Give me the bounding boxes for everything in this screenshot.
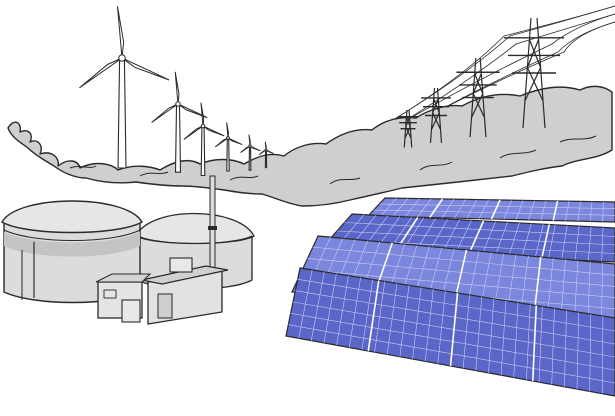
solar-module-separator: [552, 200, 559, 221]
turbine-tower: [264, 149, 268, 169]
building-door: [157, 293, 173, 319]
solar-panel-row: [285, 267, 615, 397]
turbine-blade: [226, 122, 229, 139]
turbine-blade: [116, 6, 125, 59]
wind-turbine-icon: [79, 6, 170, 169]
solar-module-separator: [429, 198, 444, 218]
solar-cell-gridline: [602, 201, 604, 222]
turbine-hub: [200, 123, 206, 129]
turbine-tower: [200, 125, 206, 177]
turbine-blade: [174, 71, 180, 105]
biogas-tank-rear-dome: [135, 212, 255, 245]
solar-cell-gridline: [417, 198, 432, 218]
tree-line-icon: [7, 85, 613, 207]
solar-cell-gridline: [380, 198, 397, 217]
turbine-blade: [227, 137, 243, 146]
turbine-blade: [79, 57, 123, 89]
turbine-blade: [240, 145, 251, 153]
solar-cell-gridline: [590, 201, 593, 222]
chimney-mast: [209, 175, 216, 273]
wind-turbine-icon: [258, 141, 274, 169]
solar-module-separator: [531, 305, 538, 382]
solar-module-separator: [490, 199, 501, 220]
turbine-blade: [214, 137, 229, 148]
solar-cell-gridline: [601, 262, 603, 319]
solar-module-separator: [367, 280, 380, 352]
wind-turbine-icon: [151, 71, 208, 173]
power-pylon-icon: [504, 17, 564, 129]
biogas-plant: [1, 175, 255, 325]
solar-cell-gridline: [520, 255, 529, 312]
solar-cell-gridline: [528, 200, 535, 220]
solar-module-separator: [467, 220, 485, 256]
side-container-roof: [95, 273, 152, 283]
solar-cell-gridline: [392, 198, 409, 217]
solar-cell-gridline: [547, 258, 554, 315]
turbine-tower: [174, 103, 182, 173]
turbine-blade: [183, 125, 204, 140]
power-pylon-icon: [397, 109, 419, 148]
solar-cell-gridline: [441, 199, 455, 218]
solar-cell-gridline: [587, 261, 591, 318]
turbine-blade: [177, 103, 208, 119]
power-pylons: [397, 17, 564, 148]
turbine-blade: [151, 103, 179, 123]
solar-cell-gridline: [503, 200, 512, 220]
chimney-cap: [208, 226, 217, 230]
tree-line: [7, 85, 613, 207]
wind-turbines: [79, 6, 274, 177]
turbine-hub: [118, 54, 126, 62]
turbine-blade: [200, 102, 205, 127]
turbine-blade: [121, 57, 170, 81]
turbine-blade: [248, 134, 251, 147]
biogas-tank-front-rim: [3, 229, 141, 241]
solar-cell-gridline: [404, 198, 420, 218]
power-pylon-icon: [456, 57, 500, 138]
turbine-hub: [226, 136, 230, 140]
turbine-tower: [248, 145, 252, 171]
solar-module-separator: [449, 292, 459, 367]
biogas-tank-rear-rim: [137, 235, 253, 244]
solar-cell-gridline: [574, 260, 579, 317]
wind-turbine-icon: [240, 134, 261, 171]
turbine-blade: [249, 145, 261, 152]
solar-cell-gridline: [454, 199, 466, 219]
rooftop-unit: [169, 257, 193, 273]
power-pylon-icon: [421, 87, 451, 144]
power-line: [379, 5, 615, 129]
solar-panel-array-icon: [285, 197, 615, 397]
side-container-vent: [103, 289, 117, 299]
turbine-tower: [226, 137, 230, 172]
turbine-hub: [248, 144, 252, 148]
biogas-tank-front-dome: [1, 200, 143, 234]
turbine-blade: [202, 125, 225, 137]
solar-cell-gridline: [515, 200, 524, 220]
power-line: [379, 13, 615, 137]
solar-module-separator: [533, 256, 542, 314]
solar-cell-gridline: [466, 199, 478, 219]
wind-turbine-icon: [183, 102, 225, 177]
turbine-tower: [117, 57, 127, 169]
turbine-hub: [264, 148, 268, 152]
solar-cell-gridline: [540, 200, 547, 221]
biogas-tank-front-shade: [4, 232, 140, 257]
solar-cell-gridline: [565, 201, 570, 221]
turbine-hub: [175, 101, 181, 107]
wind-turbine-icon: [214, 122, 243, 172]
solar-module-separator: [540, 224, 551, 259]
tree-line-foliage-detail: [69, 135, 597, 185]
small-box: [121, 299, 141, 323]
solar-cell-gridline: [478, 199, 489, 219]
solar-cell-gridline: [577, 201, 581, 222]
solar-panel-row: [366, 197, 615, 223]
solar-cell-gridline: [560, 259, 566, 316]
biogas-control-building-icon: [95, 257, 229, 325]
